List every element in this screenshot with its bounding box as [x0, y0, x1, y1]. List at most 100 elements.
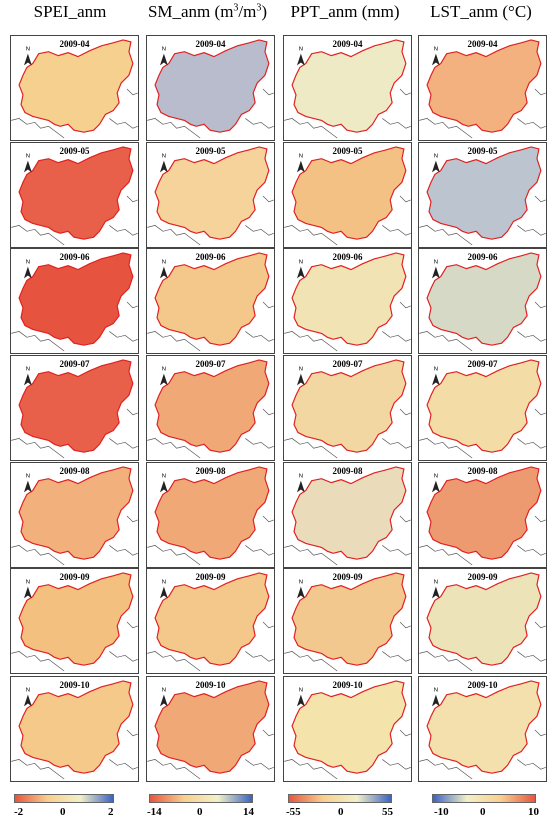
region-map — [154, 572, 270, 666]
map-panel: N 2009-08 — [418, 462, 547, 568]
region-map — [18, 39, 134, 133]
map-svg: N — [11, 252, 138, 352]
neighbor-boundary — [284, 408, 411, 459]
north-arrow-icon — [23, 586, 32, 599]
map-svg: N — [11, 680, 138, 780]
north-arrow-icon — [296, 373, 305, 386]
map-panel: N 2009-05 — [146, 142, 275, 248]
panel-date: 2009-06 — [467, 252, 498, 262]
north-arrow-icon — [431, 266, 440, 279]
north-label: N — [162, 260, 166, 266]
north-arrow-icon — [159, 53, 168, 66]
region-map — [18, 572, 134, 666]
legend-colorbar — [149, 794, 253, 803]
north-label: N — [26, 260, 30, 266]
map-svg: N — [284, 39, 411, 139]
region-map — [18, 252, 134, 346]
panel-date: 2009-08 — [195, 466, 226, 476]
map-panel: N 2009-08 — [10, 462, 139, 568]
panel-date: 2009-09 — [467, 572, 498, 582]
north-arrow-icon — [431, 53, 440, 66]
map-svg: N — [147, 572, 274, 672]
legend-tick-max: 2 — [108, 806, 114, 818]
panel-date: 2009-10 — [195, 680, 226, 690]
map-panel: N 2009-07 — [10, 355, 139, 461]
north-label: N — [162, 154, 166, 160]
region-map — [154, 39, 270, 133]
north-arrow-icon — [296, 586, 305, 599]
north-label: N — [434, 474, 438, 480]
panel-date: 2009-09 — [59, 572, 90, 582]
column-header-text: PPT_anm (mm) — [290, 2, 400, 21]
neighbor-boundary — [11, 301, 138, 352]
north-arrow-icon — [159, 694, 168, 707]
north-label: N — [26, 154, 30, 160]
column-header-text: LST_anm (°C) — [430, 2, 532, 21]
map-panel: N 2009-06 — [10, 248, 139, 354]
map-panel: N 2009-07 — [283, 355, 412, 461]
map-panel: N 2009-06 — [418, 248, 547, 354]
north-arrow-icon — [431, 373, 440, 386]
panel-date: 2009-07 — [332, 359, 363, 369]
column-header-text: SM_anm (m — [147, 2, 234, 21]
panel-date: 2009-08 — [467, 466, 498, 476]
panel-date: 2009-07 — [59, 359, 90, 369]
region-map — [291, 572, 407, 666]
map-svg: N — [419, 252, 546, 352]
map-panel: N 2009-10 — [283, 676, 412, 782]
map-panel: N 2009-07 — [418, 355, 547, 461]
map-panel: N 2009-10 — [146, 676, 275, 782]
map-panel: N 2009-10 — [418, 676, 547, 782]
north-label: N — [299, 474, 303, 480]
region-map — [154, 359, 270, 453]
north-label: N — [26, 688, 30, 694]
map-panel: N 2009-09 — [10, 568, 139, 674]
panel-date: 2009-10 — [467, 680, 498, 690]
north-label: N — [434, 580, 438, 586]
map-panel: N 2009-06 — [283, 248, 412, 354]
north-arrow-icon — [159, 480, 168, 493]
map-panel: N 2009-09 — [283, 568, 412, 674]
map-svg: N — [11, 39, 138, 139]
neighbor-boundary — [11, 88, 138, 139]
map-svg: N — [11, 572, 138, 672]
map-svg: N — [419, 572, 546, 672]
neighbor-boundary — [147, 195, 274, 246]
neighbor-boundary — [284, 88, 411, 139]
north-label: N — [434, 260, 438, 266]
panel-date: 2009-06 — [195, 252, 226, 262]
legend-colorbar — [432, 794, 536, 803]
region-map — [426, 252, 542, 346]
north-label: N — [434, 367, 438, 373]
legend-tick-max: 14 — [243, 806, 254, 818]
region-map — [426, 146, 542, 240]
legend-tick-mid: 0 — [197, 806, 203, 818]
region-map — [18, 466, 134, 560]
neighbor-boundary — [147, 621, 274, 672]
column-header-lst: LST_anm (°C) — [415, 2, 547, 30]
map-svg: N — [284, 252, 411, 352]
map-panel: N 2009-05 — [418, 142, 547, 248]
panel-date: 2009-09 — [195, 572, 226, 582]
region-map — [18, 680, 134, 774]
neighbor-boundary — [147, 301, 274, 352]
neighbor-boundary — [147, 729, 274, 780]
map-svg: N — [284, 146, 411, 246]
panel-date: 2009-05 — [195, 146, 226, 156]
map-svg: N — [147, 466, 274, 566]
map-svg: N — [419, 680, 546, 780]
north-label: N — [26, 580, 30, 586]
map-panel: N 2009-06 — [146, 248, 275, 354]
legend-tick-min: -2 — [14, 806, 24, 818]
panel-date: 2009-06 — [59, 252, 90, 262]
map-svg: N — [147, 39, 274, 139]
panel-date: 2009-05 — [467, 146, 498, 156]
legend-tick-mid: 0 — [60, 806, 66, 818]
map-svg: N — [11, 466, 138, 566]
neighbor-boundary — [419, 515, 546, 566]
panel-date: 2009-04 — [59, 39, 90, 49]
north-label: N — [26, 367, 30, 373]
column-header-text: SPEI_anm — [33, 2, 107, 21]
panel-date: 2009-05 — [59, 146, 90, 156]
map-panel: N 2009-10 — [10, 676, 139, 782]
